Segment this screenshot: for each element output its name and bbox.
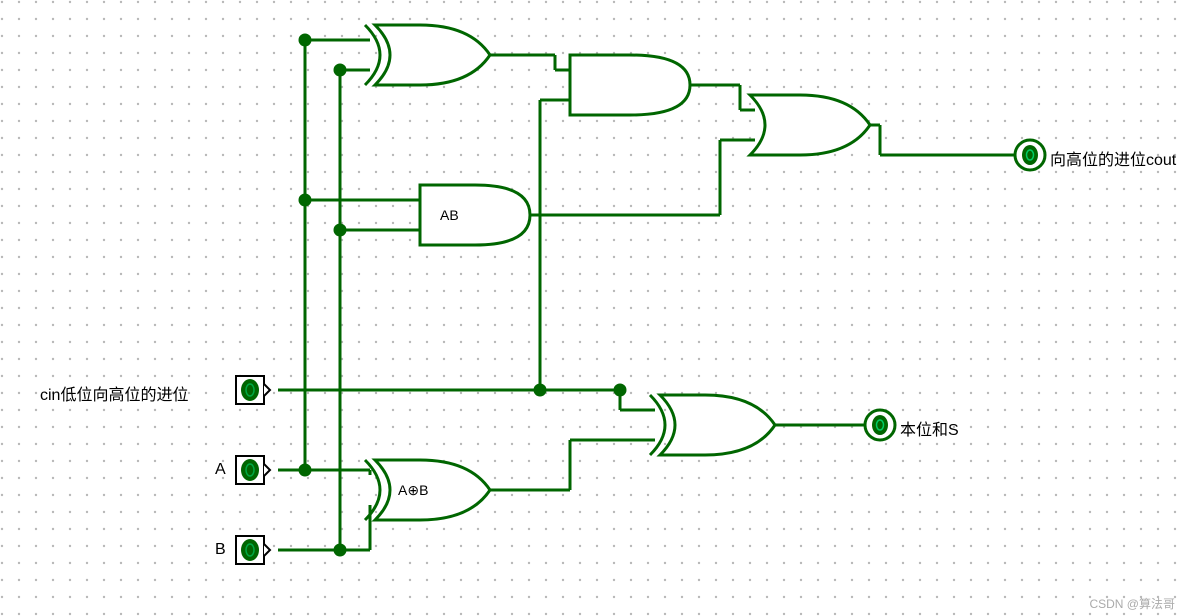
gate-label-and-ab: AB [440, 207, 459, 223]
input-pin-b[interactable] [236, 536, 270, 564]
input-pin-cin[interactable] [236, 376, 270, 404]
label-cout: 向高位的进位cout [1050, 146, 1176, 170]
input-pin-a[interactable] [236, 456, 270, 484]
label-b: B [215, 541, 226, 559]
output-pin-s [865, 410, 895, 440]
output-pin-cout [1015, 140, 1045, 170]
gate-label-xor-ab: A⊕B [398, 482, 428, 499]
gate-and-top [570, 55, 690, 115]
circuit-canvas [0, 0, 1183, 616]
gate-and-ab [420, 185, 530, 245]
label-cin: cin低位向高位的进位 [40, 381, 188, 405]
watermark: CSDN @算法哥 [1089, 595, 1175, 612]
label-a: A [215, 461, 226, 479]
label-s: 本位和S [900, 416, 959, 440]
